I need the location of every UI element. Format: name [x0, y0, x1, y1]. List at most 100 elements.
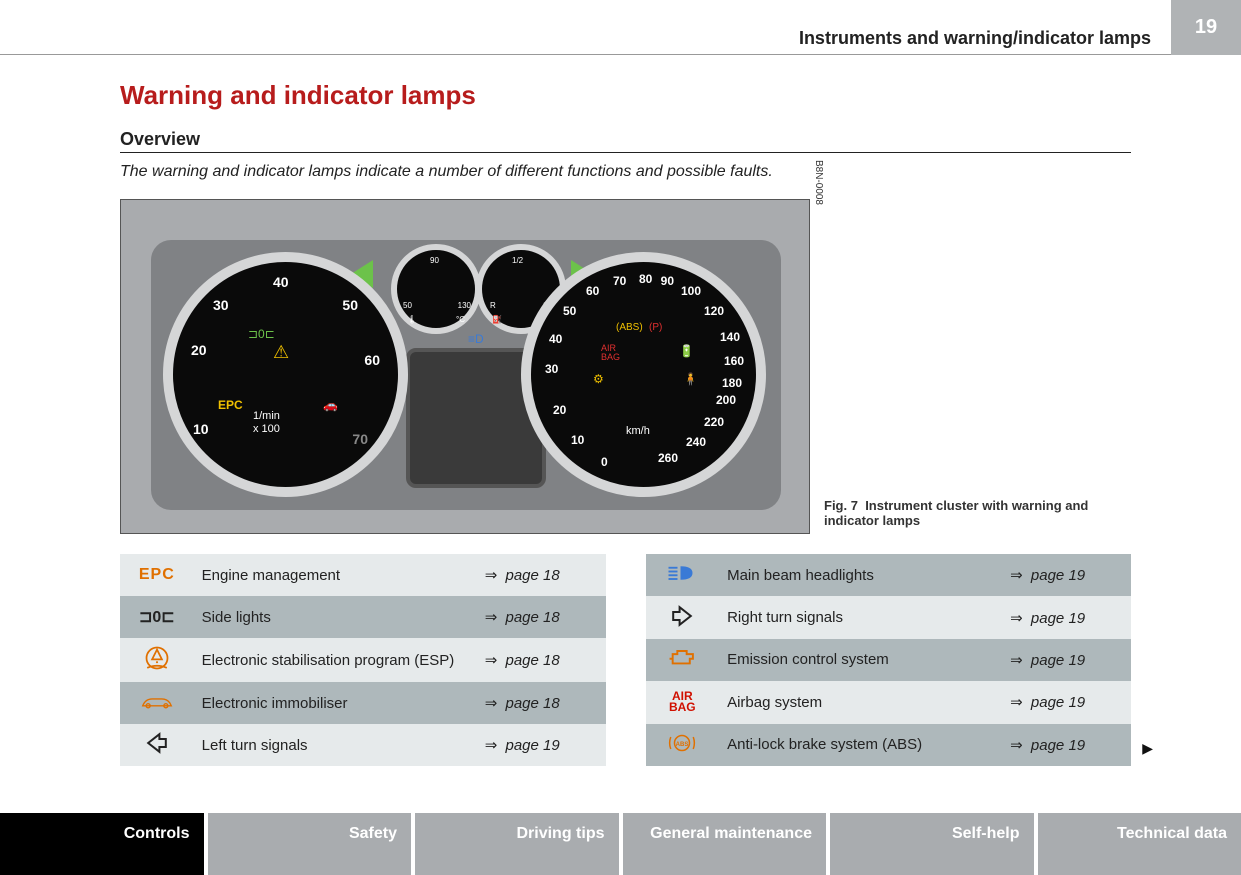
- parking-brake-warning-icon: (P): [649, 322, 662, 333]
- high-beam-icon: ≡D: [468, 332, 484, 346]
- page-reference-cell[interactable]: ⇒ page 19: [477, 724, 606, 766]
- continue-arrow-icon: ▶: [1142, 740, 1153, 757]
- page-ref-text: page 19: [1031, 610, 1085, 627]
- page-ref-text: page 18: [506, 695, 560, 712]
- temperature-gauge: 50 90 130 °C 🌡: [391, 244, 481, 334]
- page-reference-cell[interactable]: ⇒ page 18: [477, 554, 606, 596]
- tach-unit-top: 1/min: [253, 410, 280, 422]
- table-row: Emission control system⇒ page 19: [646, 639, 1132, 681]
- page-ref-arrow-icon: ⇒: [485, 609, 498, 626]
- spd-140: 140: [720, 330, 740, 344]
- page-reference-cell[interactable]: ⇒ page 18: [477, 596, 606, 638]
- spd-50: 50: [563, 304, 576, 318]
- table-row: EPCEngine management⇒ page 18: [120, 554, 606, 596]
- page-ref-arrow-icon: ⇒: [485, 567, 498, 584]
- temp-unit: °C: [456, 315, 465, 324]
- footer-tab-driving-tips[interactable]: Driving tips: [415, 813, 619, 875]
- spd-100: 100: [681, 284, 701, 298]
- spd-80: 80: [639, 272, 652, 286]
- footer-tab-safety[interactable]: Safety: [208, 813, 412, 875]
- spd-180: 180: [722, 376, 742, 390]
- table-row: ABSAnti-lock brake system (ABS)⇒ page 19: [646, 724, 1132, 766]
- description-cell: Airbag system: [719, 681, 1002, 723]
- spd-240: 240: [686, 435, 706, 449]
- spd-30: 30: [545, 362, 558, 376]
- warning-tables: EPCEngine management⇒ page 18⊐0⊏Side lig…: [120, 554, 1131, 766]
- subsection-title: Overview: [120, 129, 1131, 153]
- page-ref-text: page 19: [1031, 567, 1085, 584]
- spd-40: 40: [549, 332, 562, 346]
- table-row: Electronic stabilisation program (ESP)⇒ …: [120, 638, 606, 682]
- abs-icon: ABS: [667, 741, 697, 758]
- page-reference-cell[interactable]: ⇒ page 19: [1002, 724, 1131, 766]
- page-ref-text: page 18: [506, 609, 560, 626]
- page-ref-arrow-icon: ⇒: [1010, 694, 1023, 711]
- header-bar: Instruments and warning/indicator lamps …: [0, 0, 1241, 55]
- table-row: Right turn signals⇒ page 19: [646, 596, 1132, 638]
- sidelights-icon: ⊐0⊏: [139, 609, 175, 626]
- page-reference-cell[interactable]: ⇒ page 19: [1002, 554, 1131, 596]
- table-row: Electronic immobiliser⇒ page 18: [120, 682, 606, 724]
- description-cell: Electronic stabilisation program (ESP): [194, 638, 477, 682]
- icon-cell: [646, 554, 720, 596]
- fuel-label-r: R: [490, 301, 496, 310]
- left-arrow-icon: [145, 742, 169, 759]
- description-cell: Right turn signals: [719, 596, 1002, 638]
- page-ref-text: page 19: [1031, 737, 1085, 754]
- tach-unit-bottom: x 100: [253, 423, 280, 435]
- page-ref-text: page 19: [1031, 694, 1085, 711]
- icon-cell: ABS: [646, 724, 720, 766]
- page-ref-arrow-icon: ⇒: [485, 737, 498, 754]
- fuel-pump-icon: ⛽: [492, 315, 502, 324]
- icon-cell: [646, 596, 720, 638]
- icon-cell: [120, 724, 194, 766]
- tachometer-gauge: 10 20 30 40 50 60 70 1/min x 100 EPC ⊐0⊏…: [163, 252, 408, 497]
- esp-warning-icon: ⚠: [273, 342, 289, 363]
- subtitle: The warning and indicator lamps indicate…: [120, 163, 1131, 181]
- page-reference-cell[interactable]: ⇒ page 18: [477, 682, 606, 724]
- description-cell: Main beam headlights: [719, 554, 1002, 596]
- page-ref-arrow-icon: ⇒: [485, 652, 498, 669]
- icon-cell: [120, 682, 194, 724]
- footer-tab-technical-data[interactable]: Technical data: [1038, 813, 1241, 875]
- sidelights-warning-icon: ⊐0⊏: [248, 327, 275, 341]
- figure-caption-prefix: Fig. 7: [824, 498, 858, 513]
- tach-40: 40: [273, 274, 289, 290]
- page-ref-text: page 19: [1031, 652, 1085, 669]
- image-id-label: B8N-0008: [812, 157, 825, 208]
- temp-label-50: 50: [403, 301, 412, 310]
- figure-caption-text: Instrument cluster with warning and indi…: [824, 498, 1088, 528]
- temp-label-130: 130: [458, 301, 471, 310]
- spd-10: 10: [571, 433, 584, 447]
- description-cell: Engine management: [194, 554, 477, 596]
- description-cell: Emission control system: [719, 639, 1002, 681]
- page-reference-cell[interactable]: ⇒ page 19: [1002, 639, 1131, 681]
- thermometer-icon: 🌡: [407, 315, 417, 324]
- page-number: 19: [1171, 0, 1241, 55]
- page-ref-arrow-icon: ⇒: [1010, 567, 1023, 584]
- page-reference-cell[interactable]: ⇒ page 19: [1002, 596, 1131, 638]
- spd-20: 20: [553, 403, 566, 417]
- page-ref-arrow-icon: ⇒: [485, 695, 498, 712]
- icon-cell: ⊐0⊏: [120, 596, 194, 638]
- description-cell: Side lights: [194, 596, 477, 638]
- tach-20: 20: [191, 342, 207, 358]
- page-ref-text: page 18: [506, 567, 560, 584]
- footer-tab-self-help[interactable]: Self-help: [830, 813, 1034, 875]
- warning-table-right: Main beam headlights⇒ page 19Right turn …: [646, 554, 1132, 766]
- instrument-cluster-image: B8N-0008 50 90 130 °C 🌡 R 1/2 1/1 ⛽: [120, 199, 810, 534]
- description-cell: Left turn signals: [194, 724, 477, 766]
- temp-label-90: 90: [430, 256, 439, 265]
- engine-warning-icon: ⚙: [593, 372, 604, 386]
- page-reference-cell[interactable]: ⇒ page 19: [1002, 681, 1131, 723]
- airbag-icon: AIRBAG: [654, 691, 712, 713]
- page-reference-cell[interactable]: ⇒ page 18: [477, 638, 606, 682]
- page-ref-text: page 18: [506, 652, 560, 669]
- warning-table-left: EPCEngine management⇒ page 18⊐0⊏Side lig…: [120, 554, 606, 766]
- icon-cell: EPC: [120, 554, 194, 596]
- right-arrow-icon: [670, 615, 694, 632]
- footer-tab-controls[interactable]: Controls: [0, 813, 204, 875]
- spd-120: 120: [704, 304, 724, 318]
- footer-tab-general-maintenance[interactable]: General maintenance: [623, 813, 827, 875]
- icon-cell: [120, 638, 194, 682]
